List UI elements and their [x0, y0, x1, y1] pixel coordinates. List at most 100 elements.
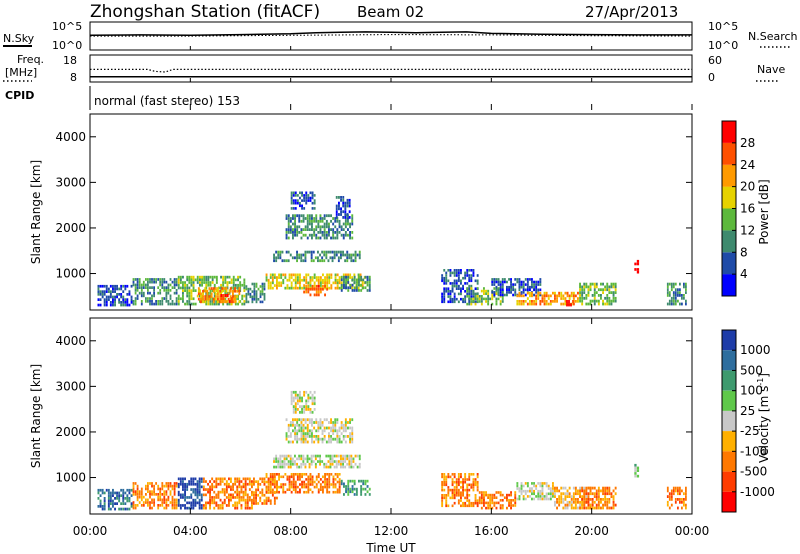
data-cell	[257, 483, 260, 486]
data-cell	[315, 421, 318, 424]
data-cell	[348, 210, 351, 214]
data-cell	[112, 505, 114, 508]
data-cell	[128, 499, 131, 503]
data-cell	[349, 418, 351, 422]
data-cell	[499, 491, 502, 494]
data-cell	[299, 196, 301, 200]
data-cell	[179, 477, 182, 481]
data-cell	[457, 478, 460, 481]
data-cell	[292, 485, 295, 489]
data-cell	[510, 278, 512, 281]
data-cell	[287, 217, 290, 220]
data-cell	[188, 506, 191, 510]
data-cell	[545, 482, 548, 485]
data-cell	[353, 278, 356, 282]
data-cell	[300, 457, 303, 461]
data-cell	[182, 480, 184, 483]
data-cell	[319, 217, 322, 220]
data-cell	[326, 480, 329, 484]
data-cell	[309, 196, 312, 200]
data-cell	[273, 490, 276, 494]
data-cell	[535, 283, 538, 286]
data-cell	[441, 475, 444, 479]
data-cell	[485, 506, 487, 510]
data-cell	[325, 465, 328, 469]
data-cell	[537, 497, 540, 501]
data-cell	[309, 488, 312, 491]
data-cell	[468, 269, 471, 272]
data-cell	[294, 435, 296, 438]
data-cell	[296, 485, 299, 489]
data-cell	[566, 495, 569, 498]
data-cell	[353, 281, 356, 284]
data-cell	[338, 473, 341, 476]
data-cell	[583, 500, 586, 504]
data-cell	[325, 214, 328, 218]
data-cell	[326, 483, 329, 486]
colorbar-frame	[721, 329, 737, 513]
data-cell	[215, 300, 218, 303]
data-cell	[672, 294, 675, 297]
data-cell	[126, 499, 129, 503]
data-cell	[533, 300, 535, 303]
data-cell	[478, 501, 481, 505]
data-cell	[251, 498, 253, 502]
data-cell	[288, 488, 291, 491]
data-cell	[344, 231, 347, 234]
data-cell	[526, 278, 529, 281]
data-cell	[198, 485, 201, 489]
data-cell	[188, 281, 191, 284]
data-cell	[342, 228, 345, 231]
data-cell	[612, 503, 615, 507]
data-cell	[350, 256, 353, 260]
colorbar-swatch	[722, 142, 736, 165]
data-cell	[311, 214, 313, 218]
data-cell	[294, 199, 297, 202]
data-cell	[595, 498, 598, 501]
data-cell	[175, 297, 178, 300]
data-cell	[533, 280, 535, 284]
data-cell	[192, 297, 195, 301]
data-cell	[107, 488, 110, 492]
data-cell	[138, 493, 141, 496]
data-cell	[101, 295, 104, 299]
data-cell	[325, 256, 328, 260]
data-cell	[679, 291, 681, 294]
data-cell	[685, 503, 687, 507]
data-cell	[311, 402, 314, 406]
data-cell	[508, 504, 510, 507]
data-cell	[349, 222, 351, 226]
data-cell	[259, 483, 262, 486]
data-cell	[190, 281, 193, 284]
data-cell	[184, 302, 186, 306]
data-cell	[97, 497, 100, 500]
data-cell	[136, 297, 139, 300]
data-cell	[453, 269, 456, 272]
data-cell	[294, 410, 297, 414]
data-cell	[200, 506, 203, 510]
data-cell	[305, 485, 308, 489]
data-cell	[668, 291, 671, 294]
data-cell	[265, 473, 268, 476]
data-cell	[213, 496, 216, 499]
data-cell	[457, 274, 460, 277]
data-cell	[491, 283, 494, 286]
data-cell	[236, 477, 239, 481]
data-cell	[311, 393, 314, 397]
velocity-colorbar-bracket: ]	[757, 373, 771, 378]
data-cell	[213, 286, 216, 290]
data-cell	[581, 299, 584, 303]
data-cell	[677, 299, 679, 303]
data-cell	[311, 432, 313, 435]
data-cell	[466, 478, 469, 481]
data-cell	[234, 506, 237, 510]
data-cell	[151, 286, 153, 289]
data-cell	[299, 488, 301, 491]
data-cell	[491, 302, 494, 306]
y-tick-label: 4000	[55, 334, 86, 348]
data-cell	[347, 219, 349, 223]
data-cell	[344, 213, 347, 216]
data-cell	[99, 303, 102, 307]
data-cell	[97, 303, 100, 307]
